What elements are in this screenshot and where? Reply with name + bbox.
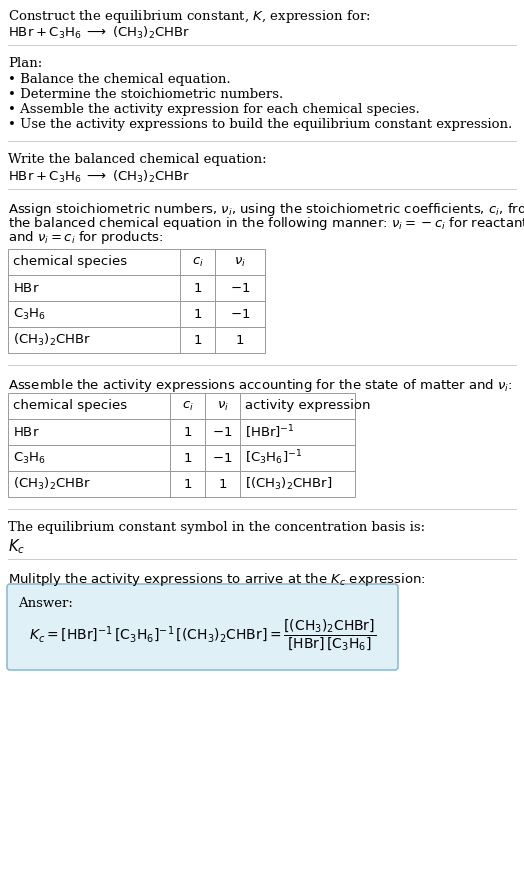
Text: $\mathrm{HBr} + \mathrm{C_3H_6} \;\longrightarrow\; (\mathrm{CH_3})_2\mathrm{CHB: $\mathrm{HBr} + \mathrm{C_3H_6} \;\longr… (8, 25, 190, 41)
Text: $\nu_i$: $\nu_i$ (234, 255, 246, 269)
Text: chemical species: chemical species (13, 399, 127, 413)
FancyBboxPatch shape (7, 584, 398, 670)
Text: chemical species: chemical species (13, 255, 127, 269)
Bar (8, 419, 355, 445)
Text: $\mathrm{HBr} + \mathrm{C_3H_6} \;\longrightarrow\; (\mathrm{CH_3})_2\mathrm{CHB: $\mathrm{HBr} + \mathrm{C_3H_6} \;\longr… (8, 169, 190, 185)
Text: $K_c$: $K_c$ (8, 537, 25, 555)
Text: Assemble the activity expressions accounting for the state of matter and $\nu_i$: Assemble the activity expressions accoun… (8, 377, 512, 394)
Text: $-1$: $-1$ (212, 425, 233, 438)
Text: $[(\mathrm{CH_3})_2\mathrm{CHBr}]$: $[(\mathrm{CH_3})_2\mathrm{CHBr}]$ (245, 476, 332, 492)
Text: $(\mathrm{CH_3})_2\mathrm{CHBr}$: $(\mathrm{CH_3})_2\mathrm{CHBr}$ (13, 476, 91, 492)
Bar (8, 471, 355, 497)
Bar (8, 393, 355, 419)
Bar (8, 275, 265, 301)
Text: $[\mathrm{HBr}]^{-1}$: $[\mathrm{HBr}]^{-1}$ (245, 423, 294, 441)
Text: and $\nu_i = c_i$ for products:: and $\nu_i = c_i$ for products: (8, 229, 163, 246)
Text: Write the balanced chemical equation:: Write the balanced chemical equation: (8, 153, 267, 166)
Text: 1: 1 (193, 281, 202, 295)
Text: 1: 1 (183, 452, 192, 464)
Text: 1: 1 (193, 307, 202, 321)
Text: $c_i$: $c_i$ (182, 399, 193, 413)
Bar (8, 301, 265, 327)
Text: 1: 1 (193, 333, 202, 346)
Text: $(\mathrm{CH_3})_2\mathrm{CHBr}$: $(\mathrm{CH_3})_2\mathrm{CHBr}$ (13, 332, 91, 348)
Text: Mulitply the activity expressions to arrive at the $K_c$ expression:: Mulitply the activity expressions to arr… (8, 571, 426, 588)
Text: • Assemble the activity expression for each chemical species.: • Assemble the activity expression for e… (8, 103, 420, 116)
Text: $\mathrm{C_3H_6}$: $\mathrm{C_3H_6}$ (13, 450, 46, 465)
Bar (8, 327, 265, 353)
Text: $[\mathrm{C_3H_6}]^{-1}$: $[\mathrm{C_3H_6}]^{-1}$ (245, 448, 302, 467)
Text: $-1$: $-1$ (212, 452, 233, 464)
Text: $\mathrm{C_3H_6}$: $\mathrm{C_3H_6}$ (13, 306, 46, 321)
Text: activity expression: activity expression (245, 399, 370, 413)
Text: $-1$: $-1$ (230, 307, 250, 321)
Text: 1: 1 (183, 425, 192, 438)
Text: 1: 1 (183, 478, 192, 490)
Text: $\nu_i$: $\nu_i$ (216, 399, 228, 413)
Text: $-1$: $-1$ (230, 281, 250, 295)
Text: • Balance the chemical equation.: • Balance the chemical equation. (8, 73, 231, 86)
Text: 1: 1 (219, 478, 227, 490)
Text: Assign stoichiometric numbers, $\nu_i$, using the stoichiometric coefficients, $: Assign stoichiometric numbers, $\nu_i$, … (8, 201, 524, 218)
Text: 1: 1 (236, 333, 244, 346)
Text: $\mathrm{HBr}$: $\mathrm{HBr}$ (13, 425, 40, 438)
Text: Plan:: Plan: (8, 57, 42, 70)
Text: $\mathrm{HBr}$: $\mathrm{HBr}$ (13, 281, 40, 295)
Bar (8, 249, 265, 275)
Text: $K_c = [\mathrm{HBr}]^{-1}\,[\mathrm{C_3H_6}]^{-1}\,[(\mathrm{CH_3})_2\mathrm{CH: $K_c = [\mathrm{HBr}]^{-1}\,[\mathrm{C_3… (29, 617, 376, 653)
Text: the balanced chemical equation in the following manner: $\nu_i = -c_i$ for react: the balanced chemical equation in the fo… (8, 215, 524, 232)
Text: Answer:: Answer: (18, 597, 73, 610)
Text: The equilibrium constant symbol in the concentration basis is:: The equilibrium constant symbol in the c… (8, 521, 425, 534)
Text: • Use the activity expressions to build the equilibrium constant expression.: • Use the activity expressions to build … (8, 118, 512, 131)
Bar (8, 445, 355, 471)
Text: • Determine the stoichiometric numbers.: • Determine the stoichiometric numbers. (8, 88, 283, 101)
Text: $c_i$: $c_i$ (192, 255, 203, 269)
Text: Construct the equilibrium constant, $K$, expression for:: Construct the equilibrium constant, $K$,… (8, 8, 370, 25)
